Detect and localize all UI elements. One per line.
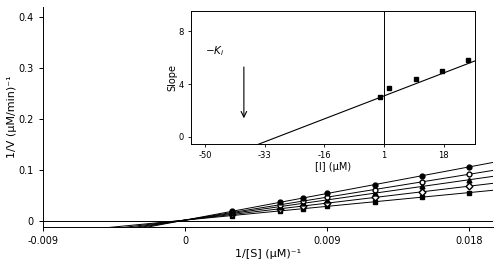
Y-axis label: 1/V (μM/min)⁻¹: 1/V (μM/min)⁻¹ (7, 76, 17, 159)
X-axis label: 1/[S] (μM)⁻¹: 1/[S] (μM)⁻¹ (235, 249, 301, 259)
